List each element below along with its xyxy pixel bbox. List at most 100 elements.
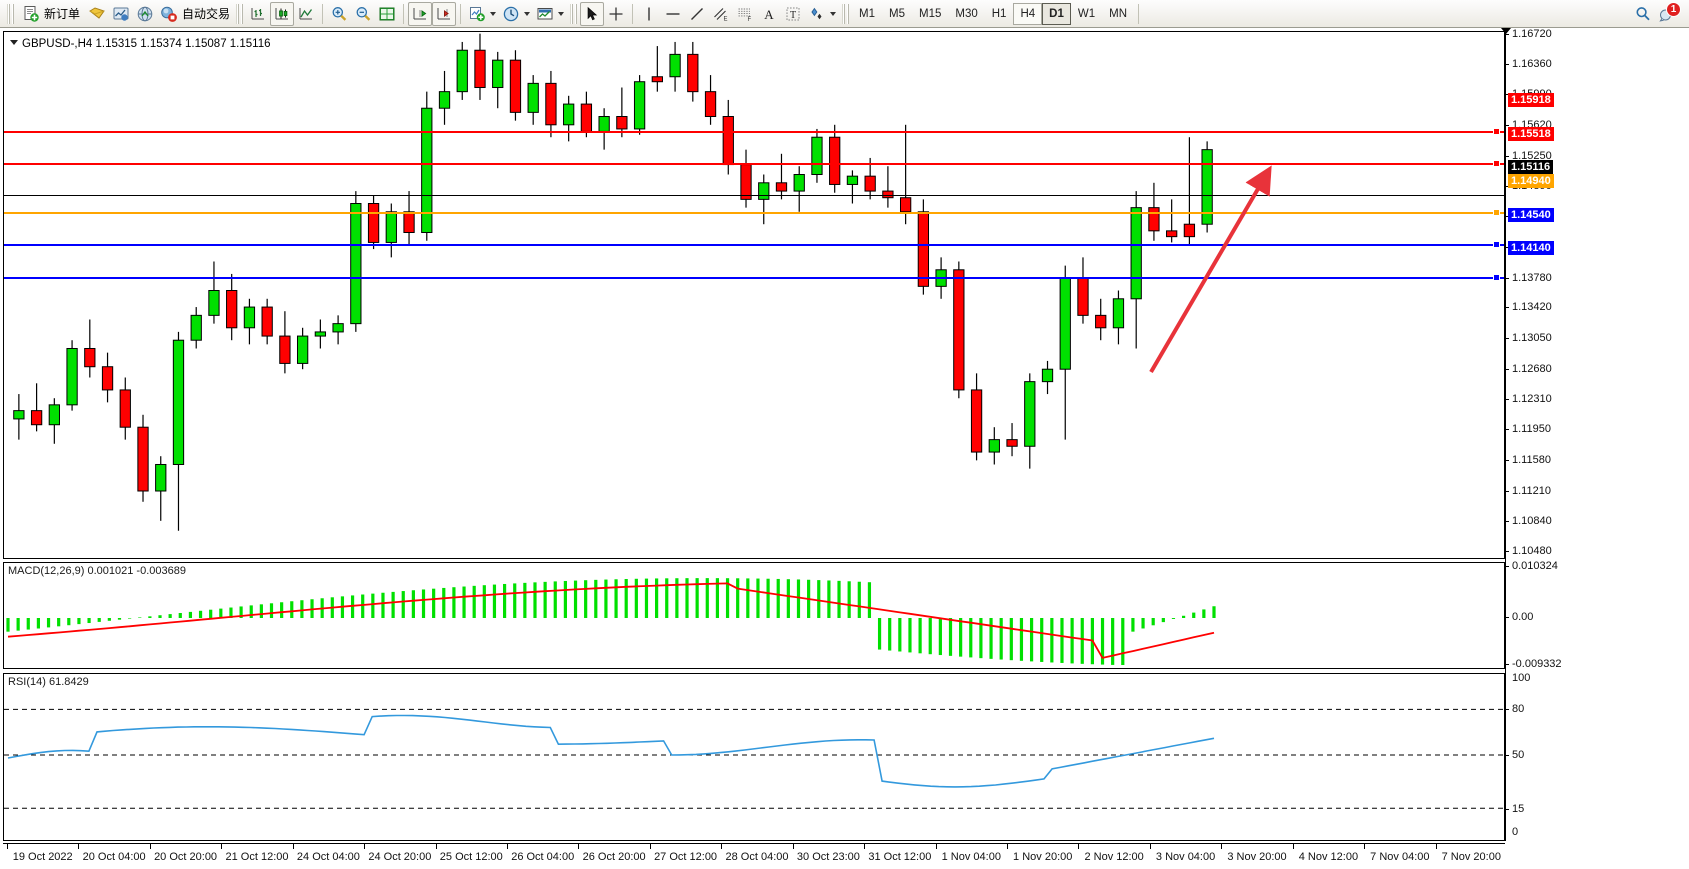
time-tick	[864, 844, 866, 849]
timeframe-h1[interactable]: H1	[991, 7, 1007, 20]
time-tick	[7, 844, 8, 849]
rsi-tick-label: 80	[1512, 702, 1525, 715]
time-tick-label: 24 Oct 20:00	[368, 851, 432, 863]
toolbar-grip[interactable]	[7, 3, 14, 24]
price-level-tag-blue[interactable]: 1.14140	[1508, 240, 1554, 255]
resistance-line-1[interactable]	[4, 131, 1504, 133]
autotrading-button[interactable]: 自动交易	[157, 2, 233, 26]
horizontal-line-icon	[664, 5, 682, 23]
price-level-tag-red[interactable]: 1.15918	[1508, 93, 1554, 108]
price-tick	[1505, 399, 1509, 401]
support-handle-1[interactable]	[1493, 241, 1500, 248]
axis-scroll-pointer-icon[interactable]	[1501, 28, 1511, 34]
chevron-down-icon-2[interactable]	[524, 11, 531, 16]
rsi-tick	[1505, 755, 1509, 756]
price-level-tag-blue[interactable]: 1.14540	[1508, 207, 1554, 222]
price-tick-label: 1.15250	[1512, 149, 1552, 162]
macd-pane[interactable]: MACD(12,26,9) 0.001021 -0.003689	[3, 562, 1505, 669]
timeframe-m30[interactable]: M30	[955, 7, 978, 20]
price-level-tag-red[interactable]: 1.15518	[1508, 126, 1554, 141]
auto-scroll-button[interactable]	[432, 1, 457, 26]
zoom-in-button[interactable]	[327, 2, 351, 26]
chart-shift-button[interactable]	[408, 1, 433, 26]
crosshair-icon	[607, 5, 625, 23]
svg-text:T: T	[790, 10, 796, 21]
pivot-line[interactable]	[4, 212, 1504, 214]
crosshair-tool[interactable]	[604, 2, 628, 26]
timeframe-w1[interactable]: W1	[1077, 7, 1096, 20]
cursor-tool[interactable]	[580, 1, 605, 26]
rsi-pane[interactable]: RSI(14) 61.8429	[3, 673, 1505, 841]
support-line-1[interactable]	[4, 244, 1504, 246]
timeframe-m15[interactable]: M15	[919, 7, 942, 20]
text-tool[interactable]: A	[757, 2, 781, 26]
toolbar-grip-2[interactable]	[236, 3, 244, 24]
equidistant-channel-tool[interactable]: E	[709, 2, 733, 26]
support-line-2[interactable]	[4, 277, 1504, 279]
toolbar-grip-3[interactable]	[570, 3, 578, 24]
search-button[interactable]	[1631, 2, 1655, 26]
time-tick	[649, 844, 651, 849]
chevron-down-icon-4[interactable]	[830, 11, 837, 16]
shapes-tool[interactable]	[805, 2, 839, 26]
macd-tick-label: 0.00	[1512, 611, 1534, 623]
fibonacci-tool[interactable]: F	[733, 2, 757, 26]
macd-tick	[1505, 617, 1509, 618]
support-handle-2[interactable]	[1493, 274, 1500, 281]
time-tick	[435, 844, 437, 849]
timeframe-mn[interactable]: MN	[1109, 7, 1127, 20]
time-tick	[721, 844, 723, 849]
trendline-tool[interactable]	[685, 2, 709, 26]
chevron-down-icon[interactable]	[490, 11, 497, 16]
price-axis[interactable]: 1.167201.163601.159901.156201.152501.148…	[1501, 28, 1686, 841]
price-pane[interactable]: GBPUSD-,H4 1.15315 1.15374 1.15087 1.151…	[3, 31, 1505, 559]
timeframe-h4[interactable]: H4	[1013, 2, 1043, 25]
time-tick	[935, 844, 937, 849]
strategy-tester-button[interactable]	[133, 2, 157, 26]
text-label-tool[interactable]: T	[781, 2, 805, 26]
price-level-tag-orange[interactable]: 1.14940	[1508, 174, 1554, 189]
timeframe-m1[interactable]: M1	[859, 7, 876, 20]
timeframe-m5[interactable]: M5	[889, 7, 905, 20]
svg-text:A: A	[764, 7, 774, 22]
bar-chart-button[interactable]	[246, 2, 270, 26]
time-axis[interactable]: 19 Oct 2022 20 Oct 04:00 20 Oct 20:00 21 Oc…	[3, 843, 1505, 869]
toolbar-grip-4[interactable]	[842, 3, 850, 24]
tile-windows-button[interactable]	[375, 2, 399, 26]
horizontal-line-tool[interactable]	[661, 2, 685, 26]
price-tick-label: 1.13050	[1512, 332, 1552, 345]
resistance-handle-2[interactable]	[1493, 160, 1500, 167]
periods-button[interactable]	[499, 2, 533, 26]
current-price-line	[4, 195, 1504, 196]
toolbar-separator-1	[322, 3, 324, 24]
tile-windows-icon	[378, 5, 396, 23]
toolbar-separator-4	[632, 3, 634, 24]
new-order-label: 新订单	[44, 7, 81, 21]
resistance-line-2[interactable]	[4, 163, 1504, 165]
price-tick	[1505, 94, 1509, 96]
zoom-out-button[interactable]	[351, 2, 375, 26]
rsi-tick-label: 0	[1512, 826, 1519, 838]
pivot-handle[interactable]	[1493, 209, 1500, 216]
price-level-tag-black[interactable]: 1.15116	[1508, 159, 1554, 174]
data-window-button[interactable]	[85, 2, 109, 26]
time-tick-label: 30 Oct 23:00	[796, 851, 860, 863]
chevron-down-icon-3[interactable]	[558, 11, 565, 16]
chart-menu-caret-icon[interactable]	[10, 40, 18, 45]
new-order-button[interactable]: 新订单	[17, 2, 85, 26]
notification-button[interactable]: 1	[1655, 1, 1681, 26]
indicators-button[interactable]	[465, 2, 499, 26]
price-tick-label: 1.16360	[1512, 57, 1552, 70]
templates-button[interactable]	[533, 2, 567, 26]
folder-icon	[88, 5, 106, 23]
vertical-line-tool[interactable]	[637, 2, 661, 26]
toolbar-separator-3	[460, 3, 462, 24]
macd-tick	[1505, 566, 1509, 567]
timeframe-d1[interactable]: D1	[1042, 2, 1071, 25]
line-chart-button[interactable]	[294, 2, 318, 26]
candlestick-chart-button[interactable]	[270, 1, 295, 26]
bar-chart-icon	[249, 5, 267, 23]
terminal-button[interactable]	[109, 2, 133, 26]
resistance-handle-1[interactable]	[1493, 128, 1500, 135]
chart-area[interactable]: GBPUSD-,H4 1.15315 1.15374 1.15087 1.151…	[0, 28, 1689, 869]
